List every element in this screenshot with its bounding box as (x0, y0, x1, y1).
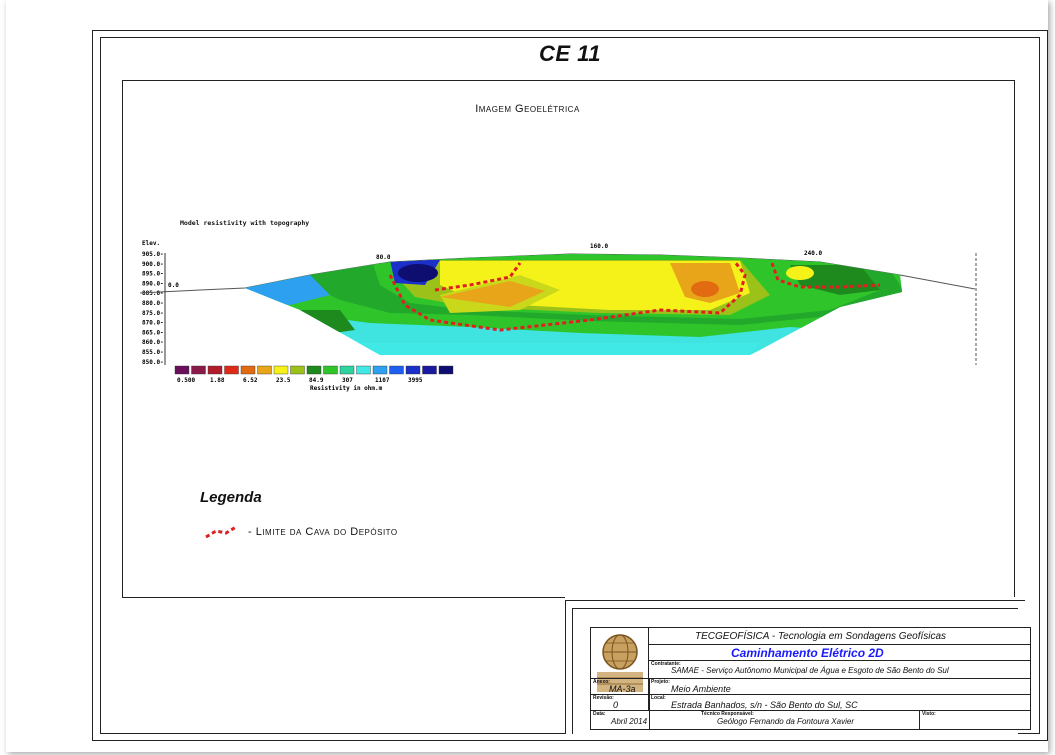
contratante-value: SAMAE - Serviço Autônomo Municipal de Ág… (671, 666, 949, 675)
tecnico-value: Geólogo Fernando da Fontoura Xavier (717, 717, 854, 726)
color-scale-label: 23.5 (276, 377, 291, 384)
anexo-value: MA-3a (609, 684, 636, 694)
elev-tick-label: 890.0- (142, 280, 164, 287)
anexo-caption: Anexo: (593, 679, 610, 685)
elev-tick-label: 875.0- (142, 310, 164, 317)
resistivity-fill (245, 254, 902, 355)
color-swatch (422, 365, 437, 375)
legend-item-label: - Limite da Cava do Depósito (248, 526, 398, 538)
color-swatch (306, 365, 322, 375)
elev-tick-label: 870.0- (142, 320, 164, 327)
resistivity-plot: Elev. 905.0- 900.0- 895.0- 890.0- 885.0- 880.… (140, 240, 977, 392)
color-swatch (174, 365, 190, 375)
elev-tick-label: 900.0- (142, 261, 164, 268)
color-scale (174, 365, 454, 375)
resistivity-unit-label: Resistivity in ohm.m (310, 385, 383, 392)
elev-tick-label: 895.0- (142, 271, 164, 278)
company-name: TECGEOFÍSICA - Tecnologia em Sondagens G… (695, 631, 947, 642)
elev-tick-label: 855.0- (142, 349, 164, 356)
color-scale-labels: 0.500 1.88 6.52 23.5 84.9 307 1107 3995 (177, 377, 423, 384)
elev-tick-label: 865.0- (142, 329, 164, 336)
legend-title: Legenda (200, 489, 262, 506)
projeto-caption: Projeto: (651, 679, 670, 685)
data-caption: Data: (593, 711, 606, 717)
globe-logo-icon (593, 630, 647, 708)
color-swatch (438, 365, 454, 375)
resistivity-section: Model resistivity with topography Elev. … (140, 215, 1000, 405)
color-swatch (191, 365, 206, 375)
elev-tick-label: 880.0- (142, 300, 164, 307)
model-title: Model resistivity with topography (180, 219, 310, 227)
image-title: Imagem Geoelétrica (475, 103, 580, 115)
color-swatch (207, 365, 223, 375)
color-swatch (257, 365, 272, 375)
color-swatch (405, 365, 421, 375)
notch-border-inner (572, 608, 1018, 734)
color-scale-label: 3995 (408, 377, 423, 384)
color-swatch (372, 365, 388, 375)
color-scale-label: 1107 (375, 377, 390, 384)
revisao-value: 0 (613, 700, 619, 710)
elev-tick-label: 860.0- (142, 339, 164, 346)
tecnico-caption: Técnico Responsável: (701, 711, 754, 717)
data-value: Abril 2014 (611, 717, 648, 726)
color-swatch (224, 365, 239, 375)
visto-caption: Visto: (922, 711, 936, 717)
legend-item-cava: - Limite da Cava do Depósito (204, 525, 398, 539)
company-logo (591, 628, 649, 710)
projeto-value: Meio Ambiente (671, 684, 731, 694)
elev-tick-label: 850.0- (142, 359, 164, 366)
local-caption: Local: (651, 695, 666, 701)
contratante-caption: Contratante: (651, 661, 681, 667)
elev-axis-label: Elev. (142, 240, 160, 247)
excavation-boundary-east (770, 262, 881, 289)
color-swatch (273, 365, 289, 375)
color-swatch (356, 365, 371, 375)
excavation-boundary-inner (434, 262, 522, 292)
distance-label: 160.0 (590, 243, 608, 250)
color-swatch (240, 365, 256, 375)
outer-frame: CE 11 (92, 30, 1048, 741)
distance-label: 0.0 (168, 282, 179, 289)
local-value: Estrada Banhados, s/n - São Bento do Sul… (671, 700, 858, 710)
elevation-axis: Elev. 905.0- 900.0- 895.0- 890.0- 885.0- 880.… (142, 240, 164, 366)
title-block: TECGEOFÍSICA - Tecnologia em Sondagens G… (590, 627, 1031, 730)
color-scale-label: 6.52 (243, 377, 258, 384)
color-scale-label: 307 (342, 377, 353, 384)
elev-tick-label: 905.0- (142, 251, 164, 258)
color-scale-label: 84.9 (309, 377, 324, 384)
distance-label: 80.0 (376, 254, 391, 261)
color-scale-label: 0.500 (177, 377, 195, 384)
excavation-boundary-main (388, 261, 747, 332)
distance-label: 240.0 (804, 250, 822, 257)
notch-border-outer (565, 600, 1025, 734)
color-swatch (323, 365, 338, 375)
color-scale-label: 1.88 (210, 377, 225, 384)
color-swatch (389, 365, 404, 375)
revisao-caption: Revisão: (593, 695, 614, 701)
page-title: CE 11 (538, 41, 601, 66)
survey-type: Caminhamento Elétrico 2D (731, 646, 884, 660)
dashed-red-line-icon (205, 525, 237, 539)
color-swatch (290, 365, 305, 375)
color-swatch (339, 365, 355, 375)
elev-tick-label: 885.0- (142, 290, 164, 297)
